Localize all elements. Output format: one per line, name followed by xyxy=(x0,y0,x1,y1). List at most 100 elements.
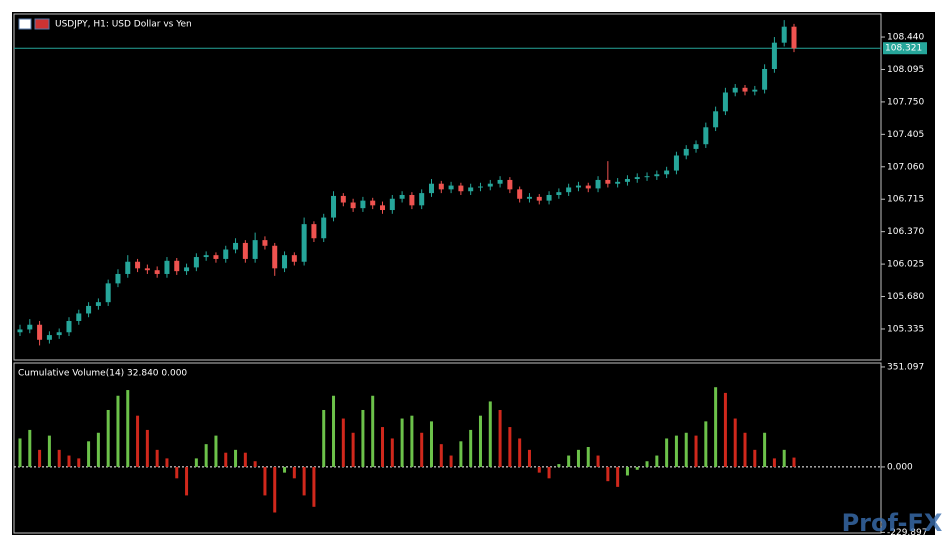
volume-bar xyxy=(47,435,51,467)
volume-bar xyxy=(733,418,737,467)
candle-body xyxy=(487,183,493,187)
candle-body xyxy=(311,224,317,239)
y-tick-label: 107.750 xyxy=(887,97,924,107)
volume-bar xyxy=(518,438,522,467)
volume-bar xyxy=(674,435,678,467)
volume-bar xyxy=(57,449,61,467)
candle-body xyxy=(272,245,278,269)
volume-bar xyxy=(341,418,345,467)
volume-bar xyxy=(400,418,404,467)
y-tick-label: -229.897 xyxy=(887,528,927,538)
candle-body xyxy=(115,273,121,284)
candle-body xyxy=(125,261,131,274)
candle-body xyxy=(448,185,454,190)
candle-body xyxy=(507,179,513,190)
candle-body xyxy=(673,155,679,171)
candle-body xyxy=(46,335,52,340)
volume-bar xyxy=(684,432,688,467)
volume-bar xyxy=(606,466,610,482)
candle-body xyxy=(517,189,523,199)
candle-body xyxy=(37,324,43,340)
volume-bar xyxy=(234,449,238,467)
candle-body xyxy=(683,148,689,156)
candle-body xyxy=(360,200,366,209)
price-panel-frame xyxy=(13,13,882,361)
candle-body xyxy=(86,305,92,314)
volume-bar xyxy=(390,438,394,467)
chart-icon xyxy=(18,18,32,30)
candle-body xyxy=(546,194,552,201)
candle-body xyxy=(27,324,33,330)
volume-bar xyxy=(772,458,776,467)
candle-body xyxy=(556,192,562,195)
watermark: Prof-FX xyxy=(842,509,943,537)
candle-body xyxy=(732,87,738,93)
candle-body xyxy=(262,240,268,246)
volume-bar xyxy=(625,466,629,476)
candle-body xyxy=(76,313,82,321)
candle-body xyxy=(634,177,640,180)
candle-body xyxy=(321,217,327,239)
volume-bar xyxy=(155,449,159,467)
volume-bar xyxy=(508,427,512,467)
volume-bar xyxy=(753,449,757,467)
candle-body xyxy=(693,144,699,149)
candle-body xyxy=(193,257,199,268)
volume-bar xyxy=(194,458,198,467)
volume-bar xyxy=(312,466,316,507)
y-tick-label: 108.095 xyxy=(887,65,924,75)
candle-body xyxy=(233,242,239,250)
candle-body xyxy=(654,174,660,177)
candle-body xyxy=(17,329,23,333)
y-tick-label: 107.405 xyxy=(887,130,924,140)
volume-bar xyxy=(165,458,169,467)
volume-bar xyxy=(38,449,42,467)
volume-bar xyxy=(243,452,247,467)
candle-body xyxy=(703,127,709,145)
volume-bar xyxy=(106,409,110,467)
candle-body xyxy=(458,185,464,192)
candle-body xyxy=(615,181,621,184)
volume-bar xyxy=(488,401,492,467)
volume-bar xyxy=(547,466,551,479)
volume-bar xyxy=(478,415,482,467)
chart-background xyxy=(12,12,935,535)
candle-body xyxy=(291,255,297,262)
candle-body xyxy=(409,194,415,206)
volume-bar xyxy=(763,432,767,467)
volume-bar xyxy=(596,455,600,467)
indicator-title: Cumulative Volume(14) 32.840 0.000 xyxy=(18,369,187,379)
candle-body xyxy=(252,240,258,259)
candle-body xyxy=(105,283,111,303)
candle-body xyxy=(722,92,728,112)
candle-body xyxy=(595,179,601,189)
candle-body xyxy=(428,183,434,194)
volume-bar xyxy=(527,449,531,467)
candle-body xyxy=(66,320,72,333)
volume-bar xyxy=(28,429,32,467)
volume-bar xyxy=(185,466,189,496)
y-tick-label: 106.715 xyxy=(887,195,924,205)
candle-body xyxy=(742,87,748,92)
chart-title: USDJPY, H1: USD Dollar vs Yen xyxy=(55,20,192,30)
volume-bar xyxy=(214,435,218,467)
volume-bar xyxy=(145,429,149,467)
volume-bar xyxy=(576,449,580,467)
volume-bar xyxy=(351,432,355,467)
volume-bar xyxy=(126,390,130,467)
volume-bar xyxy=(704,421,708,467)
candle-body xyxy=(164,260,170,274)
candle-body xyxy=(370,200,376,206)
volume-bar xyxy=(322,409,326,467)
volume-bar xyxy=(792,457,796,467)
volume-bar xyxy=(96,432,100,467)
volume-bar xyxy=(224,452,228,467)
volume-bar xyxy=(586,447,590,467)
y-tick-label: 0.000 xyxy=(887,462,913,472)
y-tick-label: 106.370 xyxy=(887,227,924,237)
candle-body xyxy=(585,185,591,189)
candle-body xyxy=(713,111,719,128)
volume-bar xyxy=(537,466,541,473)
volume-bar xyxy=(77,458,81,467)
